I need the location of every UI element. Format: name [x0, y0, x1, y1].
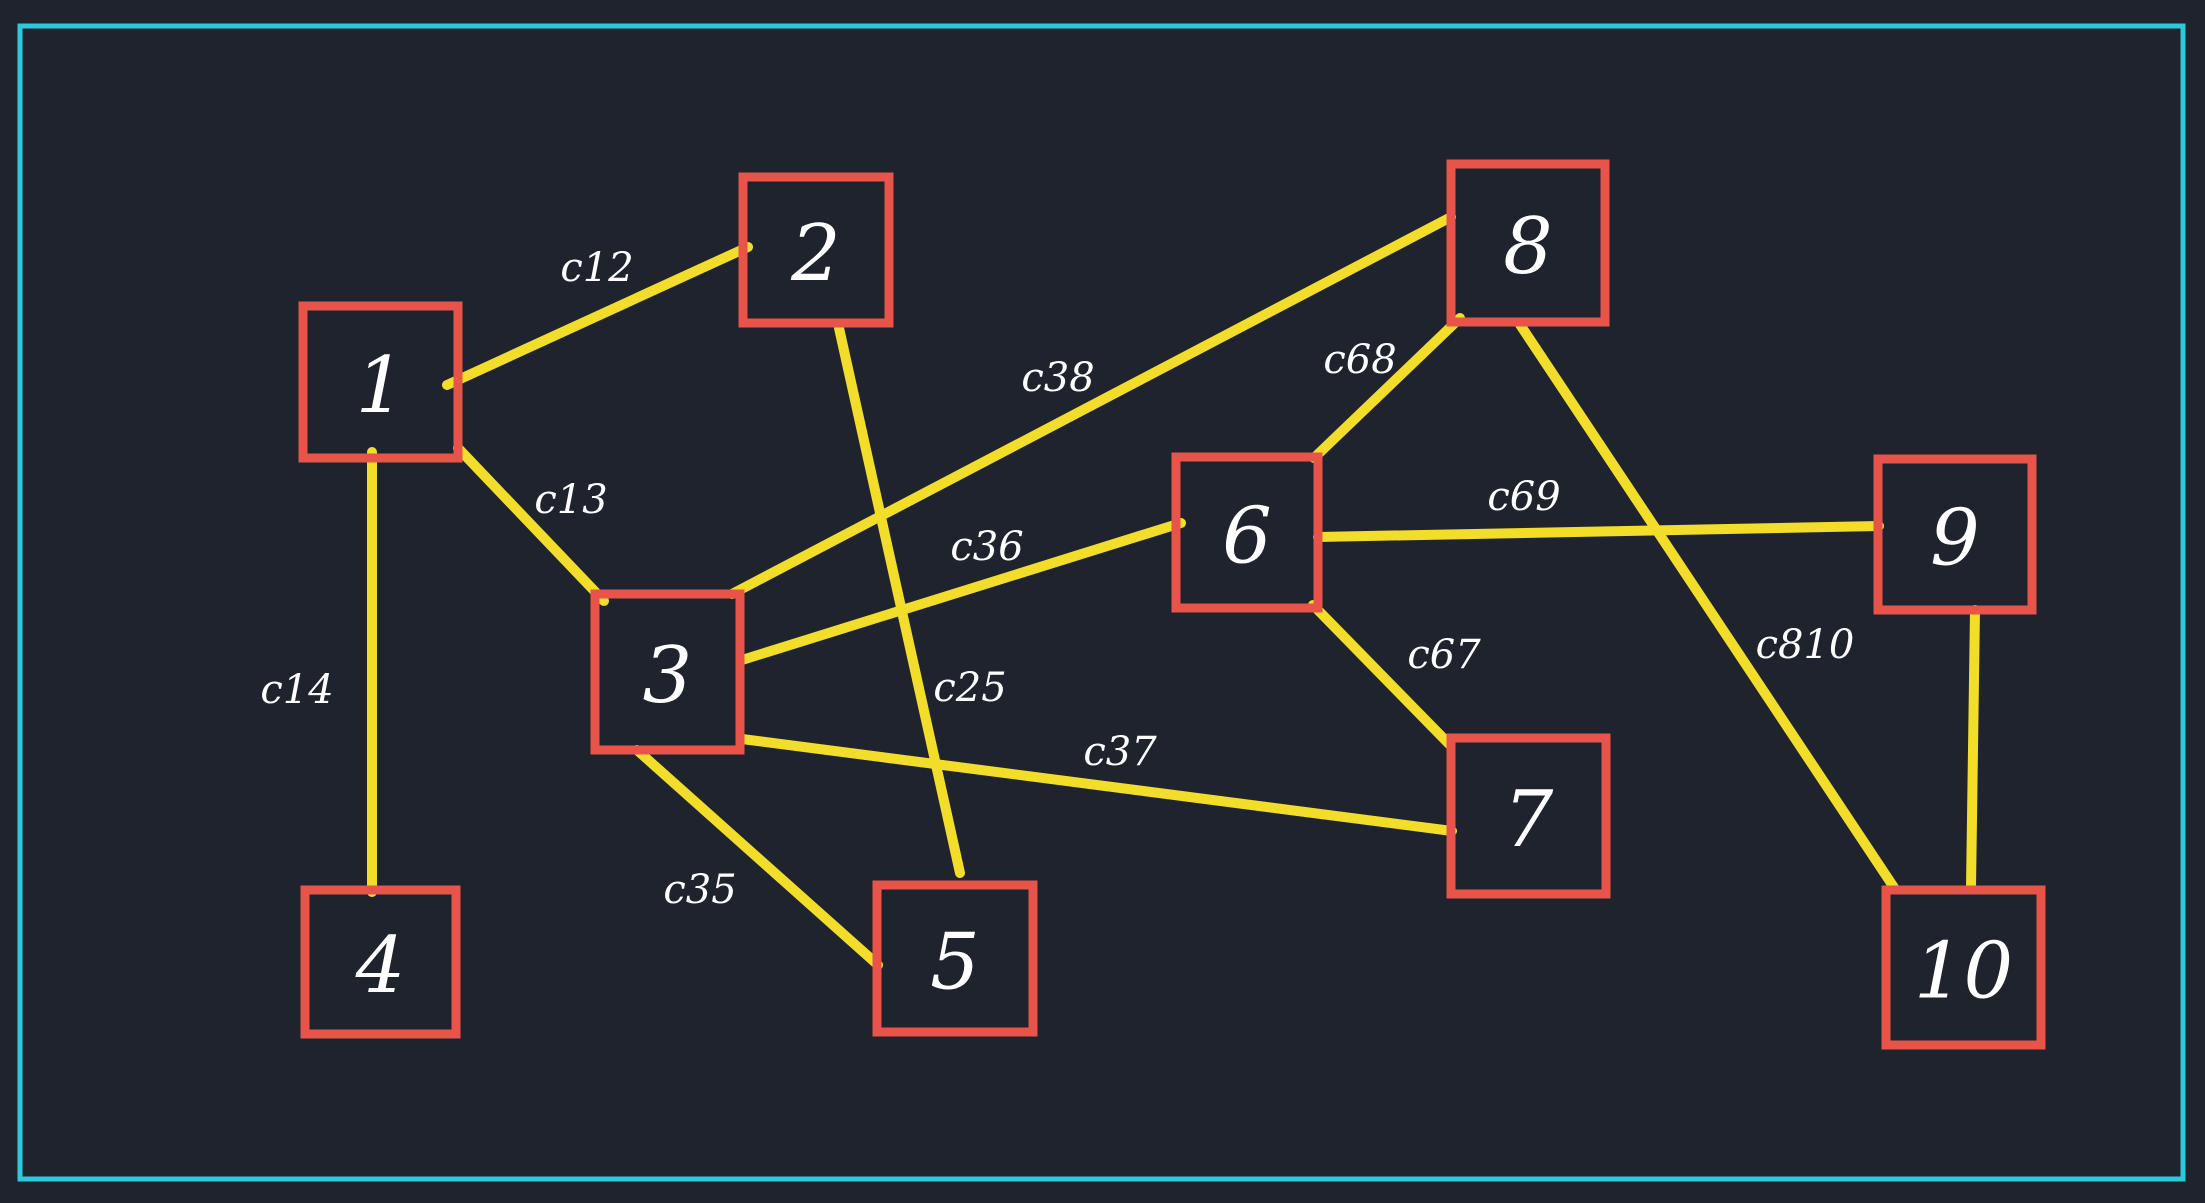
node-label-9: 9 [1930, 494, 1980, 584]
node-8: 8 [1446, 159, 1610, 327]
node-box-6 [1171, 452, 1323, 613]
edge-3-8 [727, 212, 1456, 599]
edge-1-3 [453, 443, 609, 606]
node-9: 9 [1873, 454, 2037, 615]
node-box-10 [1881, 885, 2046, 1050]
node-label-4: 4 [355, 921, 406, 1011]
node-7: 7 [1446, 733, 1611, 899]
edge-label-3-7: c37 [1083, 729, 1157, 775]
edge-label-6-8: c68 [1323, 337, 1396, 383]
node-box-5 [872, 880, 1038, 1037]
diagram-frame [17, 23, 2186, 1182]
node-4: 4 [300, 885, 461, 1039]
node-label-2: 2 [790, 209, 841, 299]
edge-label-2-5: c25 [933, 665, 1006, 711]
edge-1-2 [442, 242, 753, 390]
node-label-7: 7 [1504, 775, 1554, 865]
edge-6-9 [1313, 521, 1884, 542]
edge-9-10 [1966, 605, 1980, 893]
node-label-3: 3 [643, 631, 693, 721]
node-10: 10 [1881, 885, 2046, 1050]
edges-layer [367, 212, 1980, 970]
edge-label-6-7: c67 [1407, 632, 1481, 678]
edge-3-5 [632, 745, 883, 970]
edge-2-5 [834, 323, 965, 878]
edge-3-7 [737, 734, 1457, 836]
node-2: 2 [738, 172, 894, 328]
node-box-7 [1446, 733, 1611, 899]
node-6: 6 [1171, 452, 1323, 613]
edge-6-7 [1308, 600, 1455, 750]
node-1: 1 [298, 301, 463, 463]
node-box-2 [738, 172, 894, 328]
node-label-8: 8 [1503, 202, 1553, 292]
edge-3-6 [737, 518, 1186, 665]
edge-label-1-4: c14 [260, 667, 333, 713]
edge-label-3-6: c36 [950, 524, 1023, 570]
node-3: 3 [590, 589, 745, 755]
edge-label-6-9: c69 [1487, 474, 1560, 520]
node-label-5: 5 [930, 918, 980, 1008]
edge-label-1-2: c12 [560, 245, 633, 291]
node-box-3 [590, 589, 745, 755]
node-label-6: 6 [1222, 492, 1272, 582]
edge-label-8-10: c810 [1756, 622, 1855, 668]
node-box-4 [300, 885, 461, 1039]
edge-label-3-8: c38 [1021, 355, 1094, 401]
node-label-1: 1 [356, 341, 406, 431]
node-label-10: 10 [1914, 927, 2013, 1017]
node-box-9 [1873, 454, 2037, 615]
edge-6-8 [1309, 313, 1465, 463]
node-box-1 [298, 301, 463, 463]
edge-8-10 [1514, 318, 1900, 894]
node-5: 5 [872, 880, 1038, 1037]
edge-label-3-5: c35 [663, 867, 736, 913]
nodes-layer: 1 2 3 4 5 6 7 8 9 10 [298, 159, 2046, 1050]
edge-labels-layer: c12 c13 c14 c25 c35 c36 c37 c38 c67 c68 c69 c810 [260, 245, 1854, 913]
edge-label-1-3: c13 [534, 477, 607, 523]
node-box-8 [1446, 159, 1610, 327]
